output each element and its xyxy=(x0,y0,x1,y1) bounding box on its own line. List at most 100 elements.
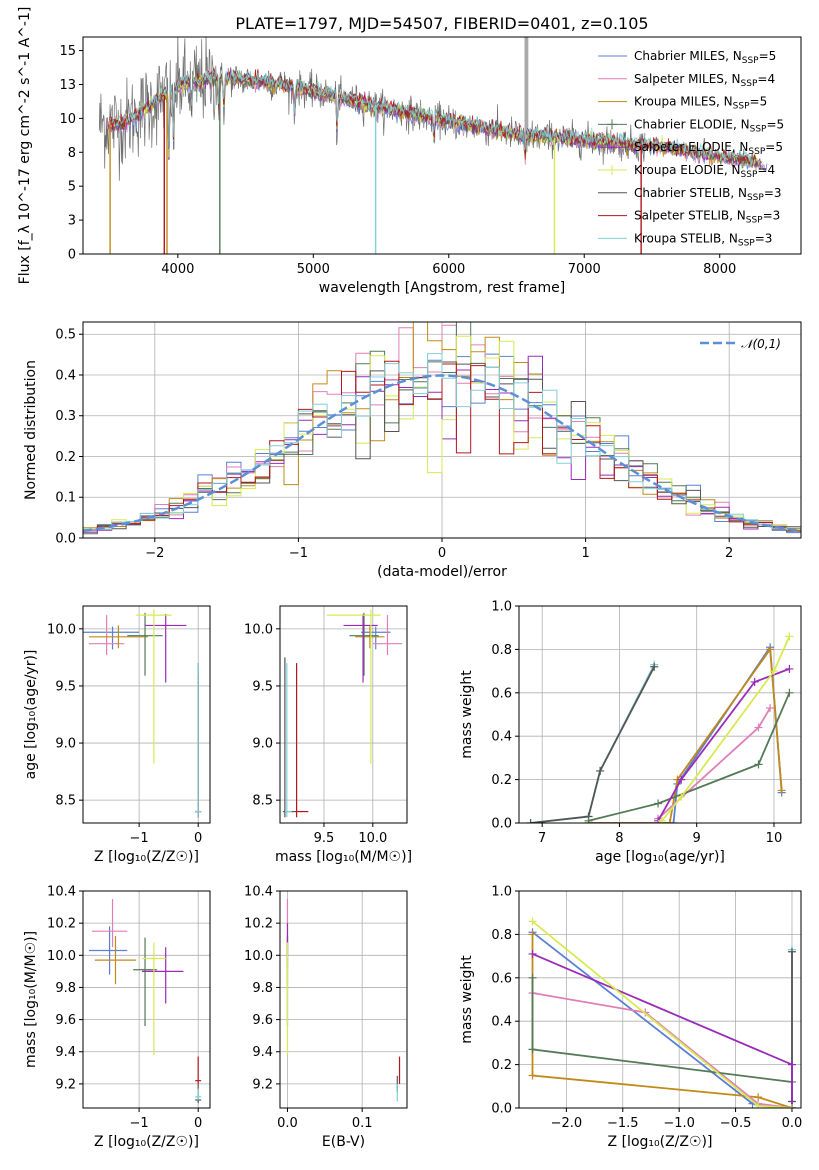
panel-spectrum: 4000 5000 6000 7000 8000 0 3 5 8 10 13 15 wavelength… xyxy=(17,7,802,296)
y-axis-label: mass weight xyxy=(459,670,475,759)
x-axis-label: Z [log₁₀(Z/Z☉)] xyxy=(94,849,199,865)
series-chabrier-miles xyxy=(528,928,796,1108)
data-point xyxy=(754,760,763,769)
legend-label-main: Chabrier STELIB, N xyxy=(634,186,747,200)
legend-label-tail: =5 xyxy=(750,95,768,109)
y-tick-label: 9.2 xyxy=(55,1077,76,1092)
y-tick-label: 15 xyxy=(59,44,76,59)
y-tick-label: 1.0 xyxy=(491,885,512,900)
error-bar-point xyxy=(133,937,157,1027)
x-tick-label: −1 xyxy=(130,1116,149,1131)
y-tick-label: 0.8 xyxy=(491,643,512,658)
series-line xyxy=(531,931,793,1108)
legend-marker xyxy=(607,119,617,130)
data-point xyxy=(785,664,794,673)
error-bar-point xyxy=(195,1088,202,1100)
panel-mass-weight-vs-age: 7 8 9 10 0.0 0.2 0.4 0.6 0.8 1.0 age [log₁₀(age/yr… xyxy=(459,600,802,865)
panel-mass-vs-EBV: 0.0 0.1 9.2 9.4 9.6 9.8 10.0 10.2 10.4 E(B-V) xyxy=(244,885,408,1150)
y-tick-label: 10.4 xyxy=(244,885,273,900)
x-tick-label: 0 xyxy=(438,546,446,561)
legend-entry: Chabrier ELODIE, NSSP=5 xyxy=(598,117,784,134)
data-layer xyxy=(282,609,403,818)
data-point xyxy=(787,1104,796,1108)
y-tick-label: 10.0 xyxy=(244,622,273,637)
x-axis-label: E(B-V) xyxy=(322,1134,365,1150)
error-bar-point xyxy=(83,626,140,650)
x-tick-label: 0.0 xyxy=(277,1116,298,1131)
plot-area xyxy=(519,891,801,1108)
legend-entry: Kroupa ELODIE, NSSP=4 xyxy=(598,163,775,180)
plot-area xyxy=(280,891,407,1108)
x-tick-label: 0.0 xyxy=(782,1116,803,1131)
legend-label-tail: =3 xyxy=(755,231,773,245)
axes-frame xyxy=(82,36,802,255)
y-tick-label: 0.5 xyxy=(55,328,76,343)
y-axis-label: Flux [f_λ 10^-17 erg cm^-2 s^-1 A^-1] xyxy=(17,7,33,285)
x-tick-label: 9 xyxy=(693,831,701,846)
y-tick-label: 9.8 xyxy=(252,981,273,996)
y-tick-label: 0.6 xyxy=(491,686,512,701)
panel-mass-vs-Z: −1 0 9.2 9.4 9.6 9.8 10.0 10.2 10.4 Z [log₁₀(Z/Z☉… xyxy=(23,885,211,1150)
legend-label: Salpeter MILES, NSSP=4 xyxy=(634,72,775,89)
data-layer xyxy=(83,322,801,538)
legend-label-main: Kroupa STELIB, N xyxy=(634,231,738,245)
model-spectrum xyxy=(111,69,754,168)
x-tick-label: 10 xyxy=(766,831,783,846)
y-tick-label: 8.5 xyxy=(55,794,76,809)
panel-mass-weight-vs-Z: −2.0 −1.5 −1.0 −0.5 0.0 0.0 0.2 0.4 0.6 0.8 1.0 Z [… xyxy=(459,885,802,1151)
data-point xyxy=(754,723,763,732)
error-bar-point xyxy=(282,657,295,818)
data-point xyxy=(769,667,778,676)
x-tick-label: 7 xyxy=(538,831,546,846)
y-tick-label: 0.0 xyxy=(491,1102,512,1117)
data-point xyxy=(596,766,605,775)
y-tick-label: 9.8 xyxy=(55,981,76,996)
histogram-series xyxy=(83,360,801,538)
legend-label: Kroupa STELIB, NSSP=3 xyxy=(634,231,772,248)
legend-label-main: Salpeter MILES, N xyxy=(634,72,741,86)
y-tick-label: 10.2 xyxy=(47,917,76,932)
legend-label-sub: SSP xyxy=(747,193,764,203)
x-tick-label: 0 xyxy=(194,1116,202,1131)
legend-label: Chabrier STELIB, NSSP=3 xyxy=(634,186,782,203)
data-point xyxy=(526,819,535,823)
error-bar-point xyxy=(361,626,391,650)
legend-label-main: Chabrier MILES, N xyxy=(634,49,742,63)
legend-entry: Salpeter ELODIE, NSSP=5 xyxy=(598,140,783,157)
axes-frame xyxy=(279,890,408,1109)
data-point xyxy=(654,799,663,808)
error-bar-point xyxy=(127,612,163,676)
data-point xyxy=(528,949,537,958)
legend-label: Chabrier MILES, NSSP=5 xyxy=(634,49,776,66)
y-tick-label: 1.0 xyxy=(491,600,512,615)
error-bar-point xyxy=(355,625,385,649)
plot-area xyxy=(98,37,768,254)
y-tick-label: 0.2 xyxy=(55,450,76,465)
x-axis-label: wavelength [Angstrom, rest frame] xyxy=(319,280,565,296)
data-point xyxy=(528,917,537,926)
legend-label-main: Chabrier ELODIE, N xyxy=(634,117,750,131)
legend-label: Kroupa MILES, NSSP=5 xyxy=(634,95,767,112)
y-axis-label: Normed distribution xyxy=(23,360,39,500)
x-tick-label: 8 xyxy=(615,831,623,846)
legend-label-tail: =5 xyxy=(765,140,783,154)
y-tick-label: 13 xyxy=(59,78,76,93)
plot-area xyxy=(83,606,210,823)
series-line xyxy=(530,666,655,823)
data-point xyxy=(665,819,674,823)
legend-label: 𝒩(0,1) xyxy=(741,337,781,351)
legend-label-sub: SSP xyxy=(733,102,750,112)
y-tick-label: 0.1 xyxy=(55,491,76,506)
legend-label: Salpeter ELODIE, NSSP=5 xyxy=(634,140,783,157)
chart-title: PLATE=1797, MJD=54507, FIBERID=0401, z=0… xyxy=(235,14,648,33)
y-tick-label: 0.4 xyxy=(491,1015,512,1030)
x-tick-label: −2 xyxy=(145,546,164,561)
error-bar-point xyxy=(88,926,128,975)
data-layer xyxy=(83,609,202,818)
y-tick-label: 10.0 xyxy=(244,949,273,964)
data-point xyxy=(650,662,659,671)
axes-frame xyxy=(82,890,211,1109)
data-point xyxy=(766,645,775,654)
y-tick-label: 10.0 xyxy=(47,622,76,637)
